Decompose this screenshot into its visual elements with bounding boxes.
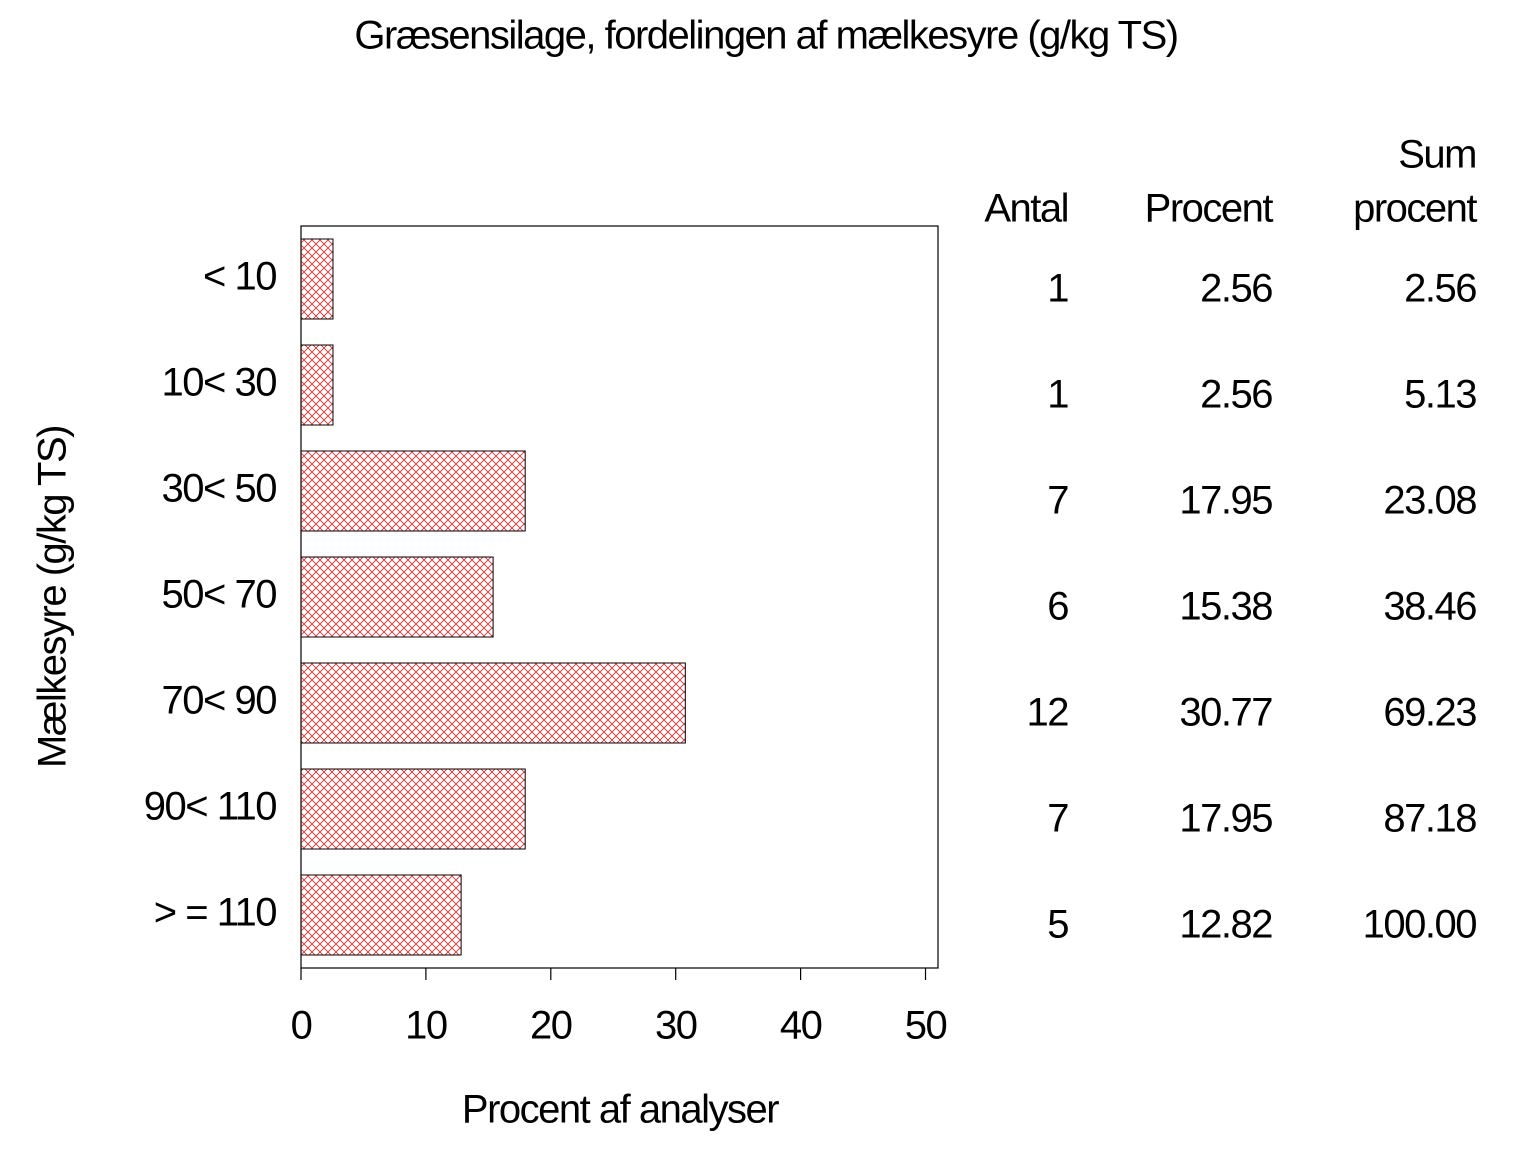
table-count: 1	[1047, 267, 1068, 311]
table-header: Antal	[984, 187, 1068, 231]
bar	[300, 344, 334, 426]
table-percent: 2.56	[1200, 267, 1272, 311]
x-tick-label: 0	[291, 1004, 312, 1048]
table-cumulative: 38.46	[1383, 585, 1476, 629]
x-tick-label: 10	[405, 1004, 447, 1048]
table-count: 7	[1047, 797, 1068, 841]
bar	[300, 238, 334, 320]
table-cumulative: 69.23	[1383, 691, 1476, 735]
table-count: 5	[1047, 903, 1068, 947]
table-cumulative: 87.18	[1383, 797, 1476, 841]
table-cumulative: 23.08	[1383, 479, 1476, 523]
table-percent: 30.77	[1179, 691, 1272, 735]
table-count: 1	[1047, 373, 1068, 417]
bar	[300, 874, 462, 956]
table-percent: 17.95	[1179, 797, 1272, 841]
table-count: 6	[1047, 585, 1068, 629]
x-axis-label: Procent af analyser	[462, 1088, 779, 1132]
x-tick-label: 50	[905, 1004, 947, 1048]
table-count: 7	[1047, 479, 1068, 523]
chart-title: Græsensilage, fordelingen af mælkesyre (…	[354, 14, 1177, 58]
table-percent: 12.82	[1179, 903, 1272, 947]
y-tick-label: 50< 70	[162, 573, 277, 617]
table-cumulative: 5.13	[1404, 373, 1476, 417]
table-percent: 15.38	[1179, 585, 1272, 629]
table-header: Sum	[1398, 133, 1476, 177]
table-cumulative: 2.56	[1404, 267, 1476, 311]
x-tick-label: 30	[655, 1004, 697, 1048]
y-tick-label: > = 110	[154, 891, 276, 935]
y-tick-label: 90< 110	[144, 785, 276, 829]
bar	[300, 556, 494, 638]
table-count: 12	[1027, 691, 1069, 735]
table-percent: 17.95	[1179, 479, 1272, 523]
x-tick-label: 20	[530, 1004, 572, 1048]
bar	[300, 450, 526, 532]
table-header: Procent	[1145, 187, 1274, 231]
y-tick-label: 10< 30	[162, 361, 277, 405]
table-header: procent	[1353, 187, 1477, 231]
y-axis-label: Mælkesyre (g/kg TS)	[31, 426, 75, 768]
y-tick-label: < 10	[203, 255, 276, 299]
bar	[300, 768, 526, 850]
table-cumulative: 100.00	[1363, 903, 1477, 947]
bar	[300, 662, 686, 744]
x-tick-label: 40	[780, 1004, 822, 1048]
y-tick-label: 70< 90	[162, 679, 277, 723]
table-percent: 2.56	[1200, 373, 1272, 417]
y-tick-label: 30< 50	[162, 467, 277, 511]
